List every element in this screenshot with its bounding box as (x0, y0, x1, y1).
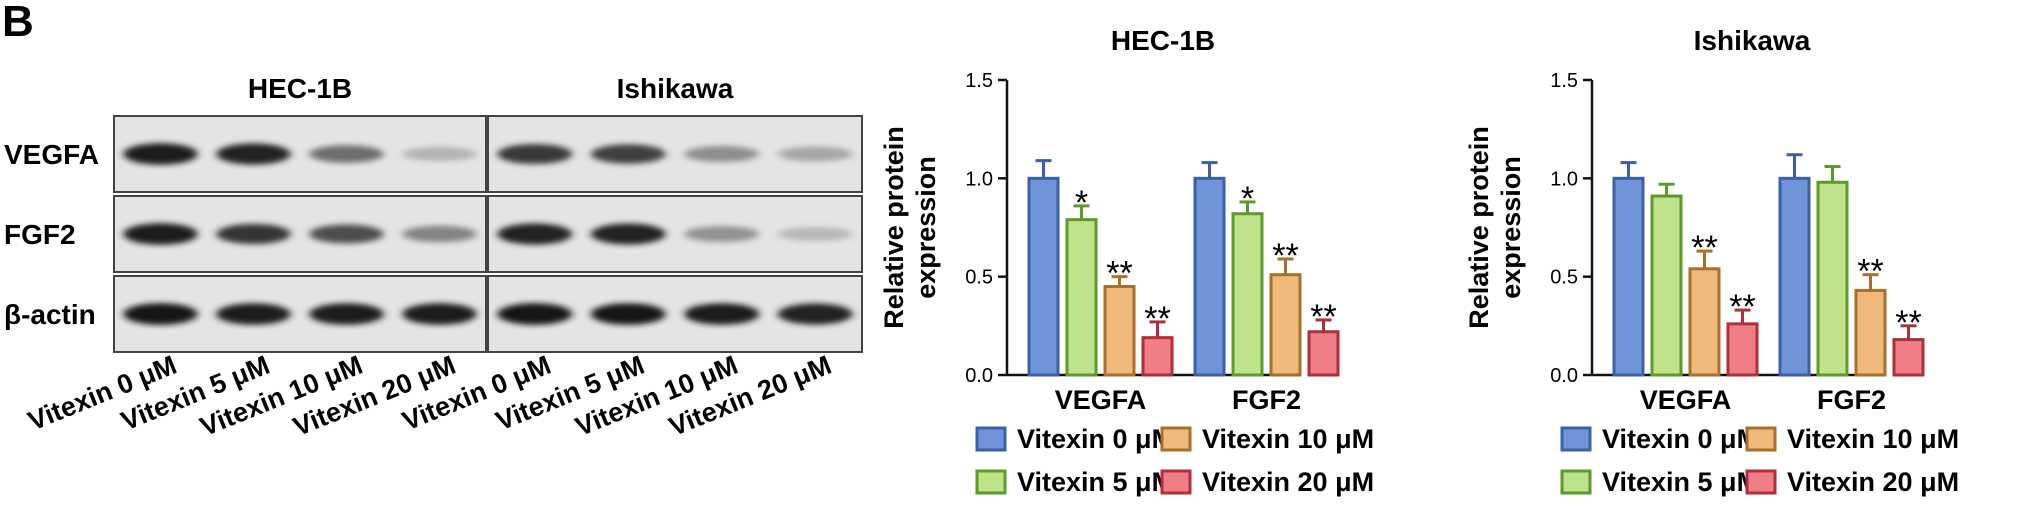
blot-band (309, 145, 384, 163)
bar-vitexin-0-um-vegfa (1612, 176, 1645, 377)
y-tick-label: 1.0 (965, 168, 993, 190)
y-axis-label: Relative protein (879, 126, 909, 329)
y-axis-label: Relative protein (1464, 126, 1494, 329)
bar-vitexin-10-um-vegfa (1103, 285, 1136, 377)
blot-band (590, 144, 666, 164)
blot-band (309, 303, 384, 325)
blot-band (684, 146, 760, 162)
legend-label: Vitexin 20 μM (1787, 467, 1959, 497)
bar-vitexin-20-um-fgf2 (1892, 338, 1925, 377)
blot-band (590, 223, 666, 245)
legend-swatch (1745, 426, 1777, 452)
bar-vitexin-5-um-fgf2 (1231, 212, 1264, 377)
bar-vitexin-0-um-fgf2 (1778, 176, 1811, 377)
blot-row-label: VEGFA (4, 139, 99, 170)
y-axis-label: expression (911, 156, 941, 299)
blot-band (684, 226, 760, 242)
blot-band (777, 303, 853, 325)
blot-band (216, 223, 291, 245)
blot-band (123, 303, 198, 325)
blot-band (216, 303, 291, 325)
x-tick-label: FGF2 (1817, 385, 1886, 415)
legend-swatch (1560, 469, 1592, 495)
bar-vitexin-0-um-fgf2 (1193, 176, 1226, 377)
legend-swatch (1160, 426, 1192, 452)
panel-label: B (2, 0, 34, 46)
legend-label: Vitexin 5 μM (1602, 467, 1759, 497)
blot-group-label: Ishikawa (617, 73, 734, 104)
chart-title: HEC-1B (1111, 25, 1215, 56)
blot-band (216, 143, 291, 165)
x-tick-label: VEGFA (1055, 385, 1147, 415)
blot-band (402, 146, 477, 162)
y-axis-label: expression (1496, 156, 1526, 299)
significance-marker: ** (1857, 253, 1883, 291)
bar-vitexin-10-um-vegfa (1688, 267, 1721, 377)
legend-swatch (975, 426, 1007, 452)
legend-label: Vitexin 10 μM (1787, 424, 1959, 454)
blot-row-label: β-actin (4, 299, 96, 330)
y-tick-label: 1.5 (1550, 70, 1578, 92)
blot-band (402, 303, 477, 325)
significance-marker: ** (1144, 300, 1170, 338)
blot-band (123, 223, 198, 245)
legend-swatch (975, 469, 1007, 495)
significance-marker: ** (1272, 237, 1298, 275)
y-tick-label: 0.5 (1550, 267, 1578, 289)
bar-vitexin-5-um-fgf2 (1816, 180, 1849, 377)
bar-vitexin-0-um-vegfa (1027, 176, 1060, 377)
bar-chart-hec-1b: HEC-1B Relative protein expression 0.0 0.5 1.… (879, 25, 1374, 497)
bar-chart-ishikawa: Ishikawa Relative protein expression 0.0 0.5… (1464, 25, 1959, 497)
bar-vitexin-10-um-fgf2 (1269, 273, 1302, 377)
blot-row-label: FGF2 (4, 219, 76, 250)
x-tick-label: FGF2 (1232, 385, 1301, 415)
blot-band (402, 225, 477, 243)
significance-marker: * (1241, 180, 1254, 218)
blot-band (309, 224, 384, 244)
y-tick-label: 1.0 (1550, 168, 1578, 190)
y-tick-label: 0.5 (965, 267, 993, 289)
significance-marker: ** (1729, 288, 1755, 326)
bar-vitexin-5-um-vegfa (1065, 218, 1098, 377)
legend-label: Vitexin 5 μM (1017, 467, 1174, 497)
blot-band (123, 143, 198, 165)
significance-marker: ** (1691, 229, 1717, 267)
legend-swatch (1745, 469, 1777, 495)
legend-label: Vitexin 0 μM (1017, 424, 1174, 454)
y-tick-label: 0.0 (965, 365, 993, 387)
legend-swatch (1160, 469, 1192, 495)
bar-vitexin-20-um-vegfa (1726, 322, 1759, 377)
legend-label: Vitexin 20 μM (1202, 467, 1374, 497)
x-tick-label: VEGFA (1640, 385, 1732, 415)
bar-vitexin-20-um-fgf2 (1307, 330, 1340, 377)
significance-marker: ** (1106, 255, 1132, 293)
blot-band (777, 227, 853, 241)
y-tick-label: 1.5 (965, 70, 993, 92)
y-tick-label: 0.0 (1550, 365, 1578, 387)
legend-label: Vitexin 0 μM (1602, 424, 1759, 454)
blot-band (777, 146, 853, 162)
bar-vitexin-5-um-vegfa (1650, 194, 1683, 377)
blot-band (497, 303, 573, 325)
blot-band (590, 303, 666, 325)
significance-marker: * (1075, 184, 1088, 222)
blot-band (497, 144, 573, 164)
blot-group-label: HEC-1B (248, 73, 352, 104)
bar-vitexin-10-um-fgf2 (1854, 288, 1887, 377)
bar-vitexin-20-um-vegfa (1141, 336, 1174, 377)
significance-marker: ** (1310, 298, 1336, 336)
blot-band (497, 223, 573, 245)
chart-title: Ishikawa (1694, 25, 1811, 56)
significance-marker: ** (1895, 304, 1921, 342)
legend-label: Vitexin 10 μM (1202, 424, 1374, 454)
blot-band (684, 303, 760, 325)
legend-swatch (1560, 426, 1592, 452)
